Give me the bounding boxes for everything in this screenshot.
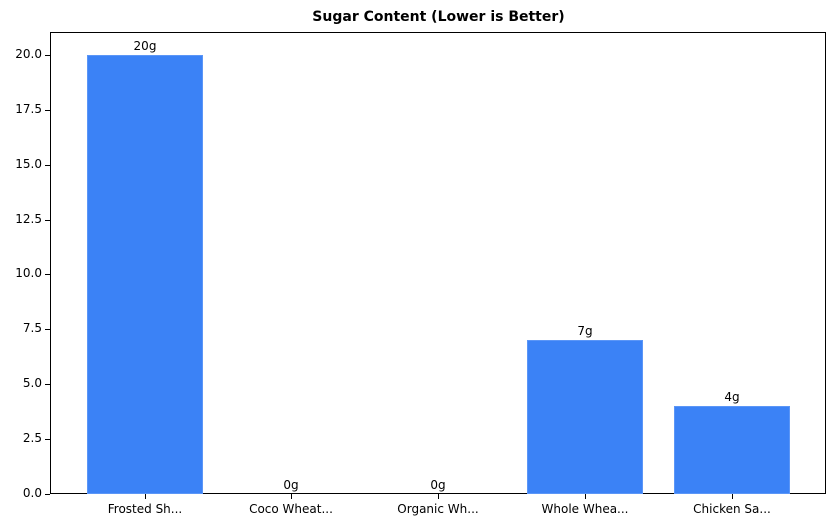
- y-tick: [45, 219, 50, 221]
- y-tick-label: 12.5: [15, 211, 42, 226]
- bar-value-label: 0g: [283, 478, 299, 492]
- x-tick: [732, 494, 733, 499]
- y-tick: [45, 494, 50, 495]
- y-tick: [45, 164, 50, 166]
- bar-value-label: 4g: [724, 390, 740, 405]
- bar-value-label: 7g: [577, 324, 593, 339]
- y-tick: [45, 274, 50, 276]
- x-tick-label: Frosted Sh...: [107, 502, 183, 516]
- x-tick: [438, 494, 439, 499]
- y-tick: [45, 384, 50, 386]
- x-tick: [291, 494, 292, 499]
- x-tick: [145, 494, 146, 499]
- x-tick: [585, 494, 586, 499]
- x-tick-label: Chicken Sa...: [693, 502, 771, 516]
- x-tick-label: Organic Wh...: [397, 502, 479, 516]
- y-tick-label: 0.0: [22, 486, 42, 500]
- y-tick-label: 15.0: [15, 156, 42, 171]
- y-tick-label: 17.5: [15, 101, 42, 116]
- y-tick-label: 2.5: [22, 431, 42, 446]
- x-tick-label: Coco Wheat...: [249, 502, 333, 516]
- y-tick: [45, 439, 50, 441]
- bar: [674, 406, 790, 494]
- bar: [87, 54, 203, 494]
- y-tick-label: 10.0: [15, 266, 42, 281]
- y-tick-label: 5.0: [22, 376, 42, 391]
- y-tick-label: 20.0: [15, 46, 42, 61]
- y-tick-label: 7.5: [22, 321, 42, 336]
- chart-title: Sugar Content (Lower is Better): [312, 9, 565, 25]
- plot-area: [50, 32, 826, 494]
- y-tick: [45, 54, 50, 56]
- bar-value-label: 20g: [133, 38, 157, 53]
- bar-value-label: 0g: [430, 478, 446, 492]
- x-tick-label: Whole Whea...: [541, 502, 629, 516]
- bar: [527, 340, 643, 494]
- y-tick: [45, 329, 50, 331]
- y-tick: [45, 109, 50, 111]
